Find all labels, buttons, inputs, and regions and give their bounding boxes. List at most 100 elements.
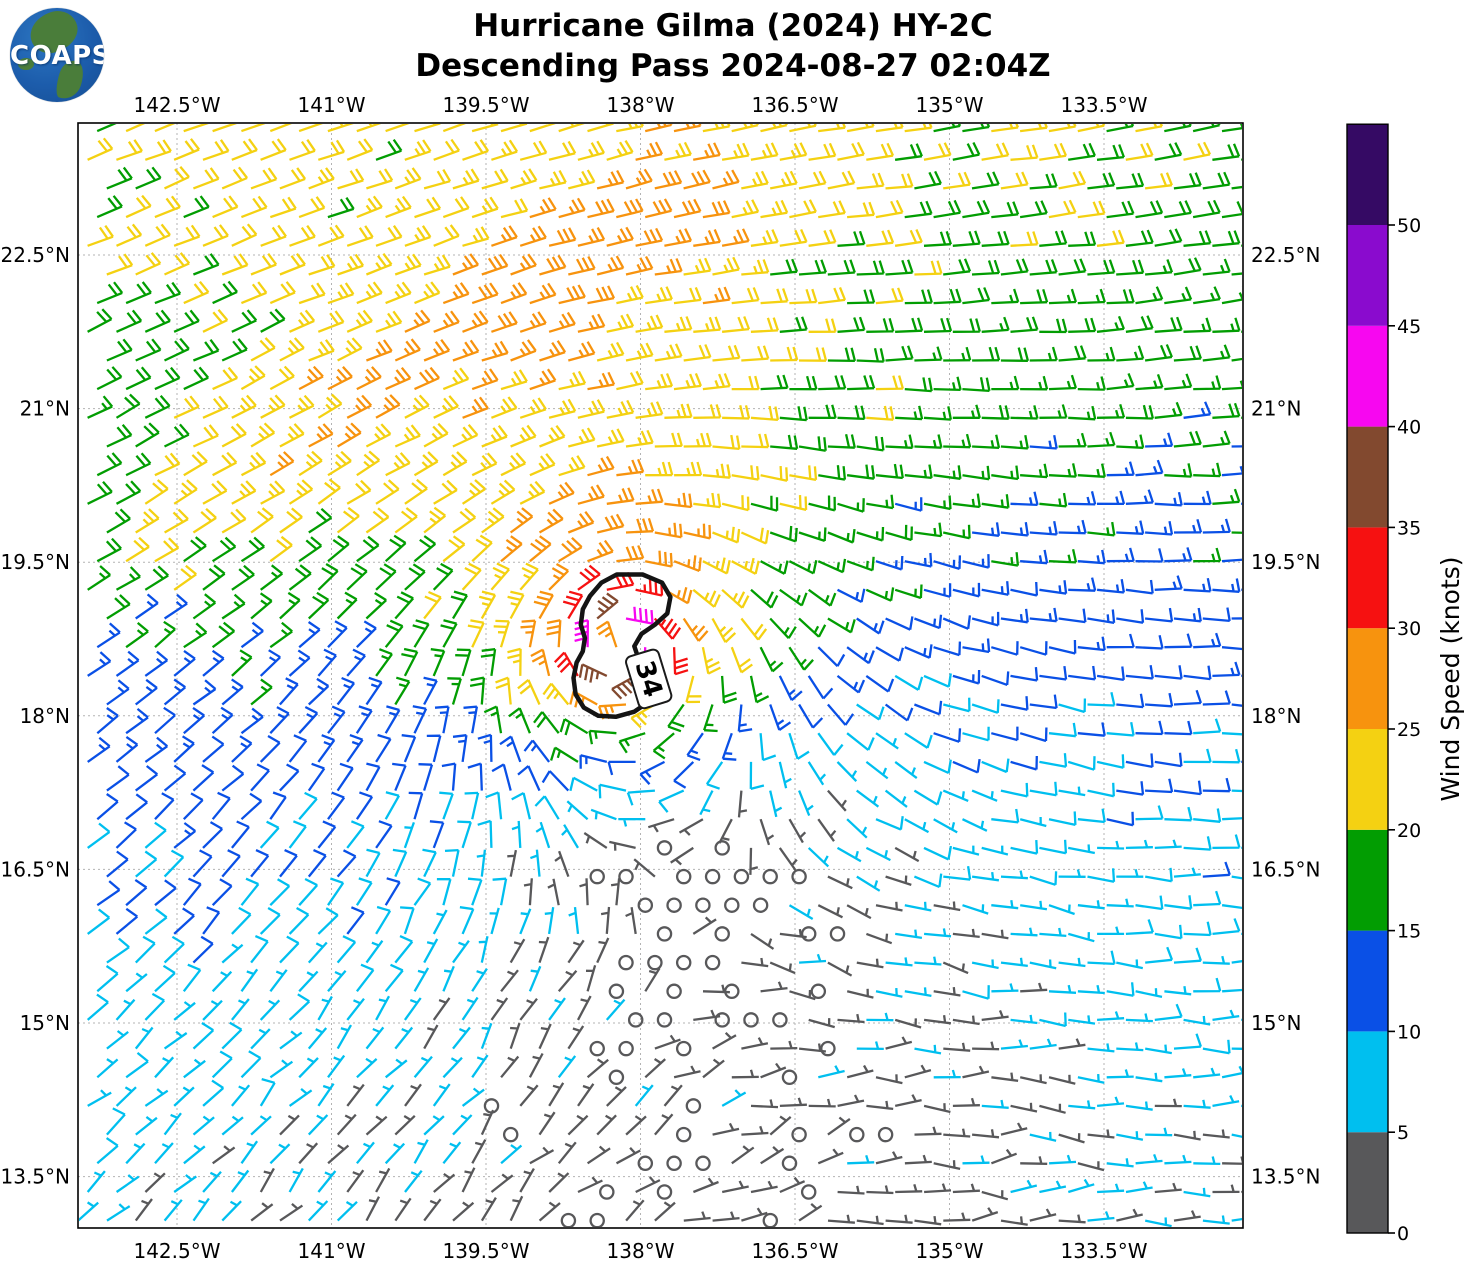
- wind-barb: [1221, 201, 1242, 219]
- wind-barb: [1202, 344, 1231, 362]
- wind-barb: [1173, 1033, 1202, 1050]
- calm-circle: [704, 868, 721, 885]
- wind-barb: [520, 619, 537, 648]
- wind-barb: [569, 776, 598, 792]
- wind-barb: [519, 225, 547, 247]
- calm-circle: [762, 1212, 779, 1227]
- wind-barb: [106, 594, 131, 620]
- wind-barb: [495, 676, 512, 705]
- wind-barb: [856, 1041, 884, 1051]
- wind-barb: [943, 346, 972, 362]
- wind-barb: [885, 345, 914, 362]
- wind-barb: [914, 1215, 942, 1226]
- wind-barb: [115, 650, 140, 677]
- wind-barb: [769, 617, 797, 639]
- wind-barb: [1106, 461, 1135, 477]
- wind-barb: [1241, 674, 1242, 678]
- wind-barb: [336, 506, 360, 534]
- wind-barb: [720, 675, 738, 704]
- wind-barb: [173, 1174, 197, 1193]
- wind-barb: [327, 535, 350, 563]
- wind-barb: [952, 1183, 980, 1194]
- wind-barb: [1164, 986, 1192, 996]
- wind-barb: [904, 464, 933, 480]
- wind-barb: [135, 850, 158, 878]
- wind-barb: [1125, 1181, 1153, 1194]
- wind-barb: [394, 1197, 412, 1222]
- wind-barb: [1068, 317, 1097, 333]
- wind-barb: [401, 647, 419, 677]
- wind-barb: [433, 479, 458, 505]
- wind-barb: [625, 342, 654, 362]
- wind-barb: [1173, 257, 1202, 276]
- wind-barb: [875, 199, 904, 219]
- wind-barb: [588, 729, 617, 745]
- wind-barb: [279, 423, 305, 448]
- lon-tick-label-bottom: 139.5°W: [442, 1239, 529, 1263]
- wind-barb: [530, 648, 551, 677]
- wind-barb: [477, 733, 493, 762]
- wind-barb: [1125, 229, 1154, 247]
- wind-barb: [653, 617, 682, 640]
- wind-barb: [616, 198, 644, 219]
- wind-barb: [509, 1195, 524, 1222]
- wind-barb: [394, 1114, 416, 1136]
- wind-barb: [288, 820, 307, 849]
- calm-circle: [800, 1184, 817, 1200]
- wind-barb: [789, 989, 816, 1001]
- wind-barb: [798, 703, 824, 729]
- wind-barb: [1135, 1072, 1163, 1083]
- lon-tick-label-bottom: 136.5°W: [751, 1239, 838, 1263]
- wind-barb: [1173, 780, 1202, 796]
- wind-barb: [923, 406, 953, 421]
- wind-barb: [837, 1094, 865, 1108]
- wind-barb: [1145, 520, 1174, 536]
- wind-barb: [1067, 932, 1095, 943]
- wind-barb: [856, 260, 885, 276]
- wind-barb: [534, 795, 560, 820]
- wind-barb: [625, 517, 655, 534]
- wind-barb: [317, 1082, 335, 1107]
- wind-barb: [469, 676, 486, 705]
- wind-barb: [1173, 947, 1202, 964]
- wind-barb: [971, 959, 999, 970]
- wind-barb: [279, 167, 307, 190]
- wind-barb: [971, 522, 1001, 537]
- wind-barb: [1125, 142, 1154, 161]
- wind-barb: [1106, 811, 1135, 827]
- wind-barb: [1154, 839, 1182, 850]
- wind-barb: [561, 824, 579, 849]
- wind-barb: [943, 866, 972, 881]
- wind-barb: [952, 1097, 980, 1108]
- wind-barb: [837, 230, 866, 247]
- wind-barb: [337, 168, 365, 190]
- wind-barb: [183, 536, 207, 563]
- wind-barb: [96, 281, 124, 305]
- wind-barb: [414, 196, 442, 219]
- wind-barb: [981, 1190, 1009, 1201]
- wind-barb: [1116, 172, 1145, 190]
- wind-barb: [779, 1097, 807, 1108]
- wind-barb: [721, 495, 750, 512]
- wind-barb: [183, 451, 208, 477]
- lat-tick-label-right: 19.5°N: [1251, 550, 1321, 574]
- wind-barb: [490, 1173, 514, 1193]
- wind-barb: [1010, 666, 1039, 682]
- wind-barb: [192, 679, 217, 706]
- wind-barb: [568, 169, 596, 190]
- wind-barb: [875, 287, 904, 305]
- wind-barb: [865, 760, 889, 780]
- wind-barb: [116, 223, 143, 247]
- wind-barb: [1212, 661, 1241, 678]
- wind-barb: [375, 905, 392, 935]
- wind-barb: [467, 877, 483, 906]
- wind-barb: [1241, 1104, 1242, 1108]
- wind-barb: [154, 366, 181, 391]
- wind-barb: [808, 1018, 836, 1029]
- wind-barb: [598, 703, 627, 720]
- wind-barb: [440, 619, 458, 648]
- wind-barb: [260, 308, 286, 333]
- wind-barb: [712, 1031, 737, 1050]
- wind-barb: [384, 1142, 406, 1165]
